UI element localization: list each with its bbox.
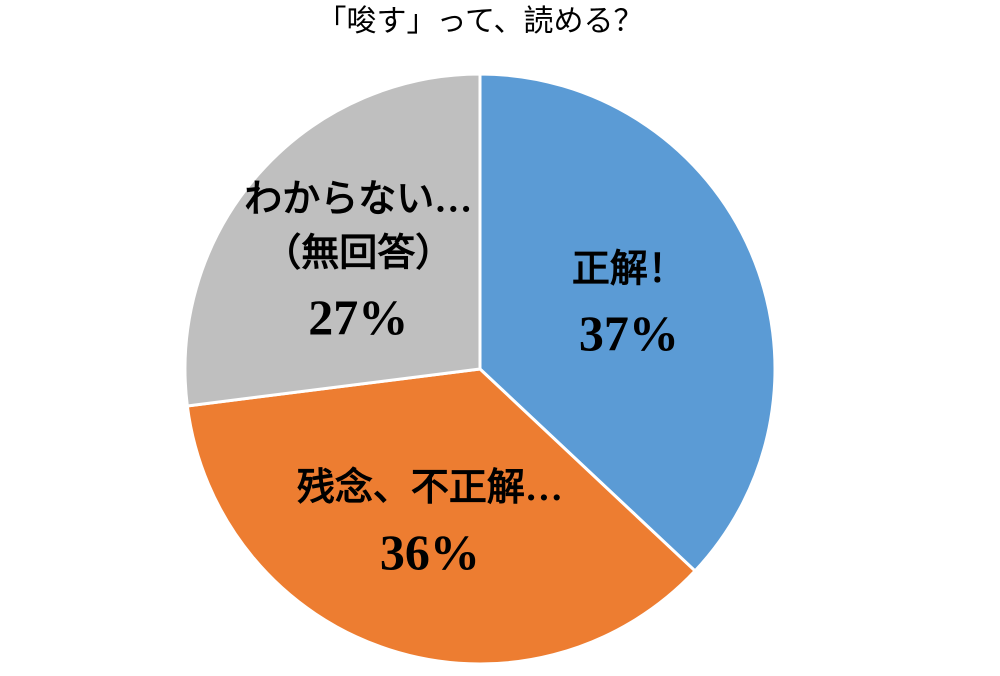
category-label: 残念、不正解… [297,466,563,509]
category-label: （無回答） [263,232,453,274]
category-label: 正解！ [572,248,686,290]
value-label: 37% [579,305,679,361]
chart-title: 「唆す」って、読める？ [317,5,644,38]
pie-slice [183,72,482,408]
value-label: 27% [308,289,408,345]
pie-slice [478,72,777,574]
value-label: 36% [380,524,480,580]
category-label: わからない… [244,178,472,220]
pie-slice [185,367,698,666]
